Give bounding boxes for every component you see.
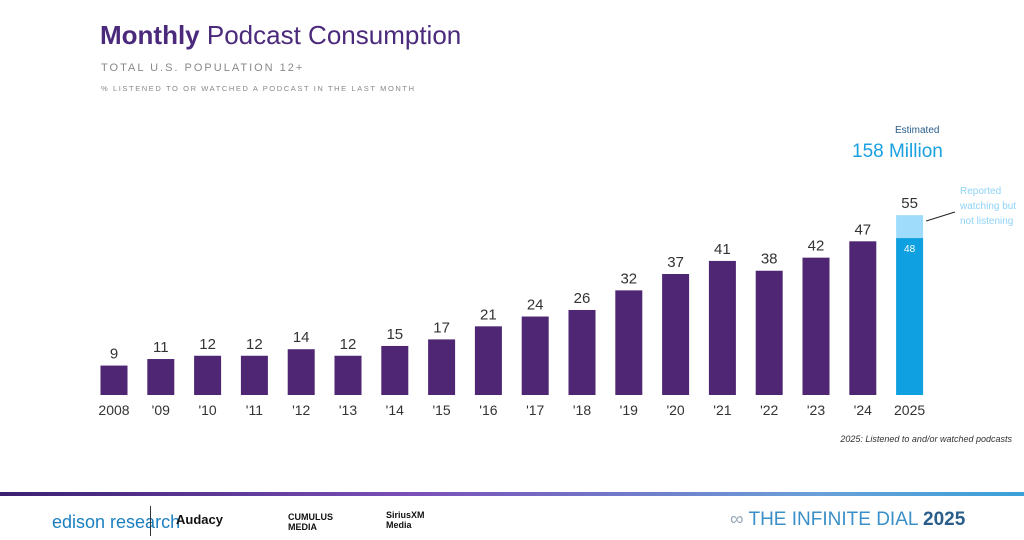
bar — [755, 270, 783, 395]
chart-subtitle: TOTAL U.S. POPULATION 12+ — [101, 62, 305, 74]
x-tick-label: '16 — [479, 402, 497, 418]
logo-cumulus: CUMULUS MEDIA — [288, 512, 333, 532]
bar — [708, 260, 736, 395]
bar — [662, 274, 690, 395]
bar — [802, 257, 830, 395]
data-label: 37 — [667, 254, 684, 271]
data-label: 12 — [199, 336, 216, 353]
bar — [521, 316, 549, 395]
data-label: 26 — [574, 290, 591, 307]
x-tick-label: 2008 — [98, 402, 129, 418]
data-label: 12 — [340, 336, 357, 353]
data-label: 38 — [761, 251, 778, 268]
data-label: 14 — [293, 329, 310, 346]
x-tick-label: '18 — [573, 402, 591, 418]
bar — [240, 355, 268, 395]
bar — [287, 349, 315, 395]
annotation-line — [925, 211, 956, 222]
bar — [474, 326, 502, 395]
data-label: 12 — [246, 336, 263, 353]
x-tick-label: '14 — [386, 402, 404, 418]
x-tick-label: '24 — [854, 402, 872, 418]
x-tick-label: '19 — [620, 402, 638, 418]
data-label: 11 — [153, 339, 169, 356]
x-tick-label: '20 — [666, 402, 684, 418]
x-tick-label: '09 — [152, 402, 170, 418]
logo-siriusxm: SiriusXM Media — [386, 510, 425, 530]
data-label: 32 — [620, 270, 637, 287]
data-label: 9 — [110, 346, 118, 363]
bar — [615, 290, 643, 395]
x-tick-label: '15 — [432, 402, 450, 418]
annotation: Reported watching but not listening — [960, 186, 1017, 227]
x-tick-label: '13 — [339, 402, 357, 418]
logo-audacy: Audacy — [176, 512, 223, 527]
data-label: 24 — [527, 297, 544, 314]
data-label: 17 — [433, 319, 450, 336]
bar-2025-listened — [896, 238, 924, 395]
x-tick-label: '17 — [526, 402, 544, 418]
chart-title: Monthly Podcast Consumption — [100, 20, 462, 50]
bar — [568, 309, 596, 395]
data-label: 15 — [386, 326, 403, 343]
bar — [334, 355, 362, 395]
footnote: 2025: Listened to and/or watched podcast… — [840, 434, 1012, 444]
divider — [150, 506, 151, 536]
data-label-2025-listened: 48 — [904, 244, 916, 255]
data-label: 21 — [480, 306, 497, 323]
x-tick-label: '22 — [760, 402, 778, 418]
estimate-label: Estimated — [895, 125, 940, 136]
x-tick-label: 2025 — [894, 402, 925, 418]
x-tick-label: '23 — [807, 402, 825, 418]
chart-subtitle-2: % LISTENED TO OR WATCHED A PODCAST IN TH… — [101, 84, 416, 93]
bar — [381, 345, 409, 395]
bar-2025-watching — [896, 215, 924, 239]
x-tick-label: '10 — [198, 402, 216, 418]
data-label: 55 — [901, 195, 918, 212]
estimate-value: 158 Million — [852, 141, 943, 162]
data-label: 41 — [714, 241, 731, 258]
x-tick-label: '21 — [713, 402, 731, 418]
bar — [100, 365, 128, 395]
logo-edison: edison research — [52, 512, 181, 532]
data-label: 47 — [854, 221, 871, 238]
x-tick-label: '12 — [292, 402, 310, 418]
x-tick-label: '11 — [246, 402, 263, 418]
bar — [849, 241, 877, 395]
bar — [147, 359, 175, 395]
bar — [194, 355, 222, 395]
logo-infinite-dial: ∞ THE INFINITE DIAL 2025 — [730, 509, 966, 530]
bar — [428, 339, 456, 395]
data-label: 42 — [808, 238, 825, 255]
footer-band — [0, 492, 1024, 496]
